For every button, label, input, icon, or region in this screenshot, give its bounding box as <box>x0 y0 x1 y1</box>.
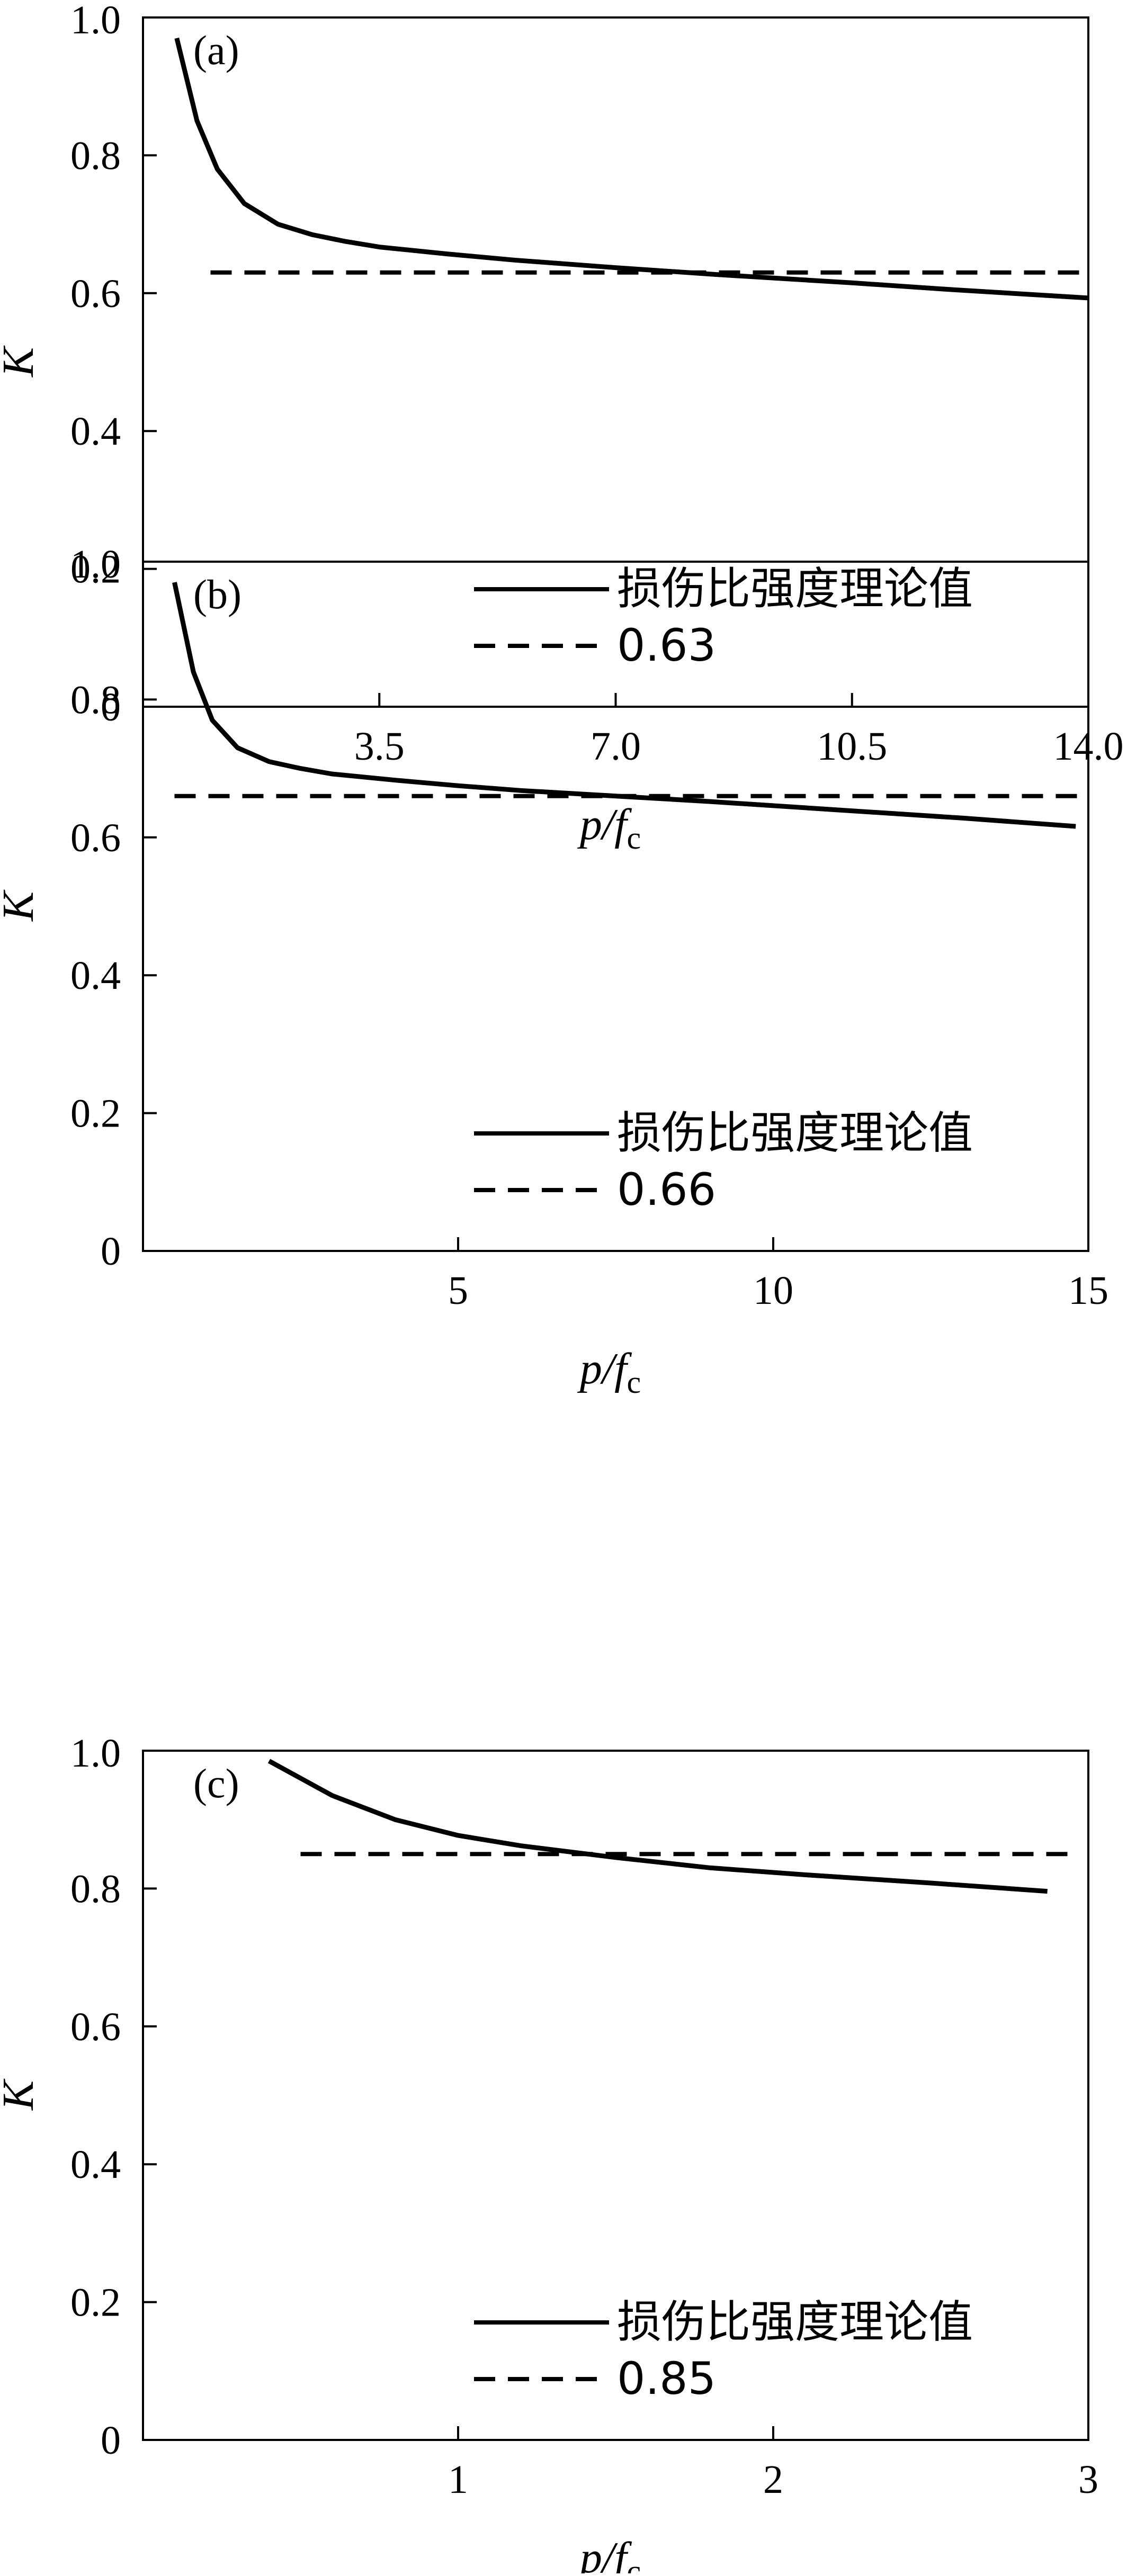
plot-frame <box>142 1750 1089 2441</box>
panel-label: (b) <box>193 571 241 617</box>
legend-label: 损伤比强度理论值 <box>617 563 973 615</box>
y-tick-label: 0 <box>101 2418 121 2463</box>
x-axis-title-sub: c <box>627 821 641 855</box>
panel-label: (a) <box>193 27 239 73</box>
x-axis-title-main: p/f <box>577 1344 632 1393</box>
x-axis-title: p/fc <box>577 2533 641 2573</box>
y-tick-label: 0.4 <box>70 953 121 998</box>
x-tick-label: 3 <box>1078 2457 1098 2502</box>
x-axis-title: p/fc <box>577 1344 641 1400</box>
y-tick-label: 0.4 <box>70 409 121 454</box>
chart-panel-a: 00.20.40.60.81.03.57.010.514.0(a)Kp/fc损伤… <box>0 0 1124 855</box>
y-tick-label: 0.8 <box>70 133 121 178</box>
x-tick-label: 3.5 <box>354 724 405 769</box>
series-theory-curve <box>174 38 1089 301</box>
x-tick-label: 7.0 <box>591 724 641 769</box>
plot-frame <box>142 561 1089 1252</box>
x-axis-title-main: p/f <box>577 800 632 849</box>
x-tick-label: 1 <box>448 2457 468 2502</box>
x-axis-title-sub: c <box>627 1365 641 1400</box>
series-theory-curve <box>267 1759 1048 1894</box>
y-tick-label: 0.6 <box>70 816 121 860</box>
legend-label: 0.85 <box>617 2353 716 2404</box>
legend-label: 0.63 <box>617 619 716 671</box>
x-tick-label: 10.5 <box>817 724 887 769</box>
x-tick-label: 10 <box>753 1268 793 1313</box>
y-tick-label: 0.8 <box>70 678 121 722</box>
y-tick-label: 0.8 <box>70 1867 121 1911</box>
x-axis-title-main: p/f <box>577 2533 632 2573</box>
y-tick-label: 0.6 <box>70 2005 121 2049</box>
x-tick-label: 5 <box>448 1268 468 1313</box>
x-axis-title-sub: c <box>627 2554 641 2573</box>
y-tick-label: 1.0 <box>70 0 121 42</box>
y-tick-label: 0.4 <box>70 2142 121 2187</box>
y-tick-label: 0.2 <box>70 2281 121 2325</box>
y-tick-label: 0 <box>101 685 121 729</box>
y-tick-label: 0 <box>101 1229 121 1274</box>
y-axis-title: K <box>0 345 43 377</box>
x-tick-label: 15 <box>1068 1268 1108 1313</box>
legend-label: 损伤比强度理论值 <box>617 2296 973 2348</box>
x-axis-title: p/fc <box>577 800 641 855</box>
y-tick-label: 1.0 <box>70 542 121 587</box>
legend-label: 0.66 <box>617 1164 716 1215</box>
series-theory-curve <box>172 582 1076 829</box>
y-axis-title: K <box>0 889 43 922</box>
y-tick-label: 0.2 <box>70 547 121 592</box>
legend-label: 损伤比强度理论值 <box>617 1107 973 1159</box>
panel-label: (c) <box>193 1760 239 1806</box>
y-tick-label: 0.6 <box>70 272 121 316</box>
y-tick-label: 0.2 <box>70 1092 121 1136</box>
y-axis-title: K <box>0 2078 43 2111</box>
x-tick-label: 2 <box>763 2457 783 2502</box>
y-tick-label: 1.0 <box>70 1731 121 1776</box>
chart-panel-b: 00.20.40.60.81.051015(b)Kp/fc损伤比强度理论值0.6… <box>0 542 1108 1400</box>
